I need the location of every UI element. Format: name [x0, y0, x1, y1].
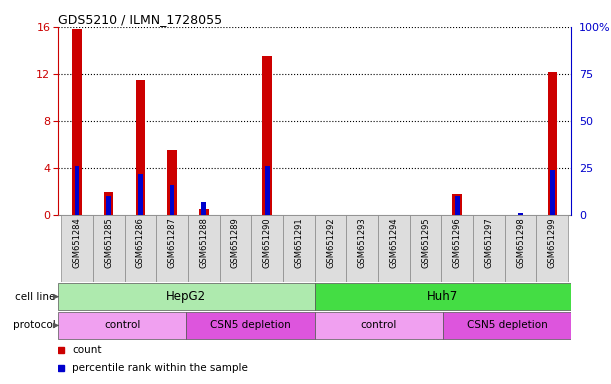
Text: GSM651295: GSM651295 [421, 217, 430, 268]
Bar [536, 215, 568, 282]
Bar [265, 166, 269, 215]
Text: GSM651285: GSM651285 [104, 217, 113, 268]
Bar [72, 29, 82, 215]
Bar [378, 215, 410, 282]
Bar [58, 312, 186, 339]
Bar [283, 215, 315, 282]
Bar [202, 202, 206, 215]
Text: GSM651299: GSM651299 [548, 217, 557, 268]
Bar [453, 194, 462, 215]
Text: control: control [360, 320, 397, 331]
Text: CSN5 depletion: CSN5 depletion [467, 320, 547, 331]
Bar [167, 151, 177, 215]
Text: CSN5 depletion: CSN5 depletion [210, 320, 291, 331]
Bar [58, 283, 315, 310]
Text: GSM651287: GSM651287 [167, 217, 177, 268]
Bar [410, 215, 441, 282]
Bar [170, 185, 175, 215]
Bar [75, 166, 79, 215]
Bar [93, 215, 125, 282]
Bar [315, 283, 571, 310]
Text: GSM651284: GSM651284 [73, 217, 81, 268]
Bar [188, 215, 219, 282]
Bar [136, 80, 145, 215]
Bar [441, 215, 473, 282]
Bar [104, 192, 114, 215]
Text: GSM651298: GSM651298 [516, 217, 525, 268]
Bar [315, 215, 346, 282]
Text: HepG2: HepG2 [166, 290, 207, 303]
Bar [186, 312, 315, 339]
Bar [219, 215, 251, 282]
Text: GDS5210 / ILMN_1728055: GDS5210 / ILMN_1728055 [58, 13, 222, 26]
Bar [505, 215, 536, 282]
Text: control: control [104, 320, 141, 331]
Bar [443, 312, 571, 339]
Bar [547, 71, 557, 215]
Bar [199, 209, 208, 215]
Bar [550, 170, 555, 215]
Text: GSM651294: GSM651294 [389, 217, 398, 268]
Text: Huh7: Huh7 [427, 290, 459, 303]
Bar [61, 215, 93, 282]
Bar [156, 215, 188, 282]
Text: GSM651297: GSM651297 [485, 217, 494, 268]
Bar [262, 56, 272, 215]
Text: cell line: cell line [15, 291, 56, 302]
Text: GSM651292: GSM651292 [326, 217, 335, 268]
Bar [473, 215, 505, 282]
Text: GSM651289: GSM651289 [231, 217, 240, 268]
Text: GSM651290: GSM651290 [263, 217, 272, 268]
Text: GSM651293: GSM651293 [357, 217, 367, 268]
Text: GSM651288: GSM651288 [199, 217, 208, 268]
Text: GSM651286: GSM651286 [136, 217, 145, 268]
Bar [106, 196, 111, 215]
Text: count: count [73, 345, 102, 355]
Bar [455, 196, 459, 215]
Bar [518, 213, 523, 215]
Text: GSM651296: GSM651296 [453, 217, 462, 268]
Bar [125, 215, 156, 282]
Bar [251, 215, 283, 282]
Text: percentile rank within the sample: percentile rank within the sample [73, 363, 248, 373]
Text: GSM651291: GSM651291 [295, 217, 303, 268]
Bar [138, 174, 143, 215]
Text: protocol: protocol [13, 320, 56, 331]
Bar [315, 312, 443, 339]
Bar [346, 215, 378, 282]
